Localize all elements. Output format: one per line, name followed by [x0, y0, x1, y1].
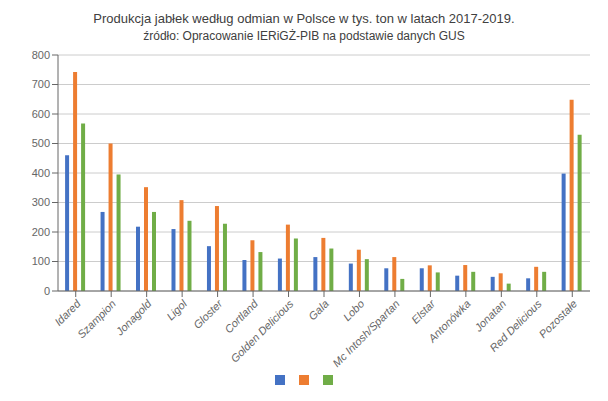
svg-text:200: 200 — [32, 226, 50, 238]
svg-text:Antonówka: Antonówka — [425, 297, 473, 345]
svg-text:Szampion: Szampion — [75, 297, 118, 340]
svg-text:Idared: Idared — [52, 297, 83, 328]
svg-text:Gloster: Gloster — [191, 297, 226, 332]
svg-text:Elstar: Elstar — [409, 296, 438, 325]
svg-text:700: 700 — [32, 78, 50, 90]
svg-text:Jonatan: Jonatan — [472, 297, 509, 334]
svg-text:Golden Delicious: Golden Delicious — [228, 297, 296, 365]
svg-text:Cortland: Cortland — [222, 297, 260, 336]
svg-text:500: 500 — [32, 137, 50, 149]
html-text:źródło: Opracowanie IERiGŻ-PIB: źródło: Opracowanie IERiGŻ-PIB na podsta… — [143, 29, 465, 44]
svg-text:0: 0 — [44, 285, 50, 297]
svg-text:100: 100 — [32, 255, 50, 267]
svg-text:Ligol: Ligol — [164, 297, 189, 322]
svg-text:300: 300 — [32, 196, 50, 208]
svg-text:Jonagold: Jonagold — [113, 297, 154, 338]
html-text:Produkcja jabłek według odmian: Produkcja jabłek według odmian w Polsce … — [93, 11, 515, 26]
svg-text:400: 400 — [32, 167, 50, 179]
svg-text:Lobo: Lobo — [341, 297, 367, 323]
svg-text:Pozostałe: Pozostałe — [537, 297, 580, 340]
svg-text:Mc Intosh/Spartan: Mc Intosh/Spartan — [330, 297, 402, 369]
svg-text:Gala: Gala — [306, 297, 331, 322]
svg-text:Red Delicious: Red Delicious — [487, 297, 544, 354]
svg-text:600: 600 — [32, 108, 50, 120]
svg-text:800: 800 — [32, 49, 50, 61]
